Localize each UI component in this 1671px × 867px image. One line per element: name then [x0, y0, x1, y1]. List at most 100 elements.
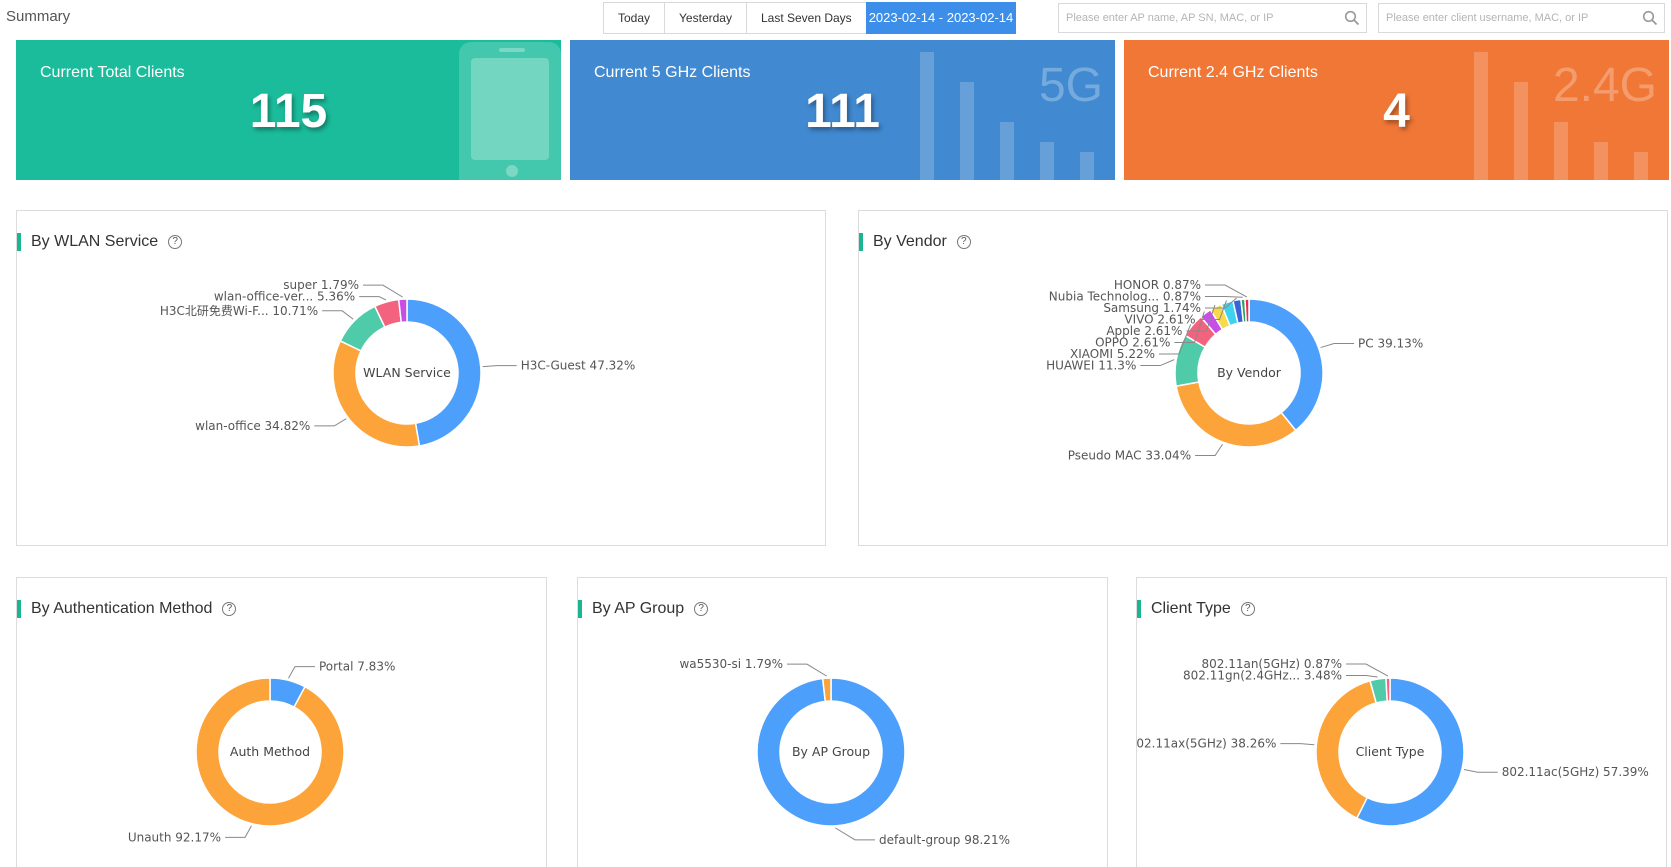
- search-icon[interactable]: [1344, 10, 1360, 26]
- last-seven-days-button[interactable]: Last Seven Days: [745, 2, 867, 34]
- card-value: 4: [1383, 85, 1410, 138]
- slice-label: Nubia Technolog... 0.87%: [1049, 290, 1201, 304]
- slice-label: Samsung 1.74%: [1103, 301, 1201, 315]
- panel-header: Client Type ?: [1137, 600, 1255, 618]
- slice-label: wa5530-si 1.79%: [679, 657, 783, 671]
- label-leader-line: [225, 825, 252, 838]
- accent-bar: [17, 233, 21, 251]
- slice-label: H3C-Guest 47.32%: [521, 359, 636, 373]
- date-filter-group: Today Yesterday Last Seven Days 2023-02-…: [603, 2, 1017, 34]
- slice-label: 802.11ac(5GHz) 57.39%: [1502, 765, 1649, 779]
- label-leader-line: [1205, 297, 1237, 309]
- donut-center-label: By AP Group: [792, 744, 870, 759]
- label-leader-line: [1199, 300, 1227, 321]
- slice-label: default-group 98.21%: [879, 833, 1010, 847]
- help-icon[interactable]: ?: [1240, 602, 1255, 616]
- label-leader-line: [1159, 324, 1192, 355]
- slice-label: Portal 7.83%: [319, 660, 395, 674]
- accent-bar: [859, 233, 863, 251]
- client-search-box: [1378, 3, 1665, 33]
- label-leader-line: [1320, 343, 1355, 349]
- donut-slice[interactable]: [1244, 298, 1250, 323]
- ap-search-input[interactable]: [1059, 4, 1366, 32]
- donut-center-label: Auth Method: [230, 744, 310, 759]
- card-value: 111: [805, 85, 880, 138]
- yesterday-button[interactable]: Yesterday: [664, 2, 747, 34]
- label-leader-line: [1346, 663, 1389, 677]
- label-leader-line: [1463, 768, 1498, 773]
- label-leader-line: [1174, 311, 1205, 344]
- label-leader-line: [1195, 443, 1223, 457]
- band-watermark: 2.4G: [1552, 59, 1657, 112]
- signal-bars-icon: [920, 52, 1094, 180]
- card-value: 115: [249, 85, 328, 138]
- auth-method-donut-chart: Portal 7.83% Unauth 92.17% Auth Method: [128, 660, 396, 845]
- label-leader-line: [835, 827, 875, 841]
- panel-header: By Vendor ?: [859, 233, 971, 251]
- ap-search-box: [1058, 3, 1367, 33]
- date-range-picker[interactable]: 2023-02-14 - 2023-02-14: [865, 2, 1017, 34]
- donut-slice[interactable]: [1385, 677, 1391, 702]
- slice-label: Unauth 92.17%: [128, 830, 221, 844]
- card-label: Current Total Clients: [40, 64, 185, 81]
- slice-label: 802.11gn(2.4GHz... 3.48%: [1183, 669, 1342, 683]
- label-leader-line: [322, 310, 354, 320]
- slice-label: HONOR 0.87%: [1114, 278, 1201, 292]
- label-leader-line: [787, 663, 827, 677]
- donut-slice[interactable]: [1355, 677, 1465, 827]
- ap-group-panel: By AP Group ? default-group 98.21% wa5530…: [577, 577, 1108, 867]
- label-leader-line: [363, 284, 403, 298]
- total-clients-card: Current Total Clients 115: [16, 40, 561, 180]
- accent-bar: [578, 600, 582, 618]
- label-leader-line: [482, 365, 517, 368]
- wlan-service-donut-chart: H3C-Guest 47.32% super 1.79%wlan-office-v…: [160, 278, 636, 448]
- label-leader-line: [288, 666, 315, 679]
- auth-method-panel: By Authentication Method ? Portal 7.83% U…: [16, 577, 547, 867]
- slice-label: PC 39.13%: [1358, 337, 1423, 351]
- slice-label: 802.11ax(5GHz) 38.26%: [1137, 737, 1276, 751]
- slice-label: XIAOMI 5.22%: [1070, 347, 1155, 361]
- panel-title: By Vendor: [873, 233, 947, 250]
- donut-slice[interactable]: [332, 339, 421, 448]
- label-leader-line: [1205, 296, 1243, 298]
- client-search-input[interactable]: [1379, 4, 1664, 32]
- donut-center-label: By Vendor: [1217, 365, 1282, 380]
- slice-label: H3C北研免费Wi-F... 10.71%: [160, 303, 318, 318]
- panel-title: By WLAN Service: [31, 233, 159, 250]
- label-leader-line: [1186, 304, 1216, 332]
- today-button[interactable]: Today: [603, 2, 666, 34]
- panel-title: Client Type: [1151, 600, 1231, 617]
- donut-slice[interactable]: [756, 677, 906, 827]
- slice-label: wlan-office-ver... 5.36%: [214, 290, 355, 304]
- help-icon[interactable]: ?: [168, 235, 183, 249]
- donut-slice[interactable]: [821, 677, 832, 703]
- card-label: Current 5 GHz Clients: [594, 64, 751, 81]
- donut-slice[interactable]: [1175, 381, 1297, 448]
- label-leader-line: [1280, 743, 1315, 746]
- slice-label: super 1.79%: [283, 278, 359, 292]
- donut-center-label: WLAN Service: [363, 365, 451, 380]
- help-icon[interactable]: ?: [222, 602, 237, 616]
- band-watermark: 5G: [1038, 59, 1103, 112]
- donut-center-label: Client Type: [1356, 744, 1425, 759]
- slice-label: OPPO 2.61%: [1095, 336, 1170, 350]
- slice-label: Pseudo MAC 33.04%: [1068, 449, 1191, 463]
- slice-label: HUAWEI 11.3%: [1046, 359, 1136, 373]
- page-title: Summary: [6, 8, 71, 25]
- help-icon[interactable]: ?: [956, 235, 971, 249]
- slice-label: 802.11an(5GHz) 0.87%: [1201, 657, 1342, 671]
- slice-label: VIVO 2.61%: [1124, 313, 1195, 327]
- wlan-service-panel: By WLAN Service ? H3C-Guest 47.32% super …: [16, 210, 826, 546]
- donut-slice[interactable]: [195, 677, 345, 827]
- help-icon[interactable]: ?: [694, 602, 709, 616]
- panel-header: By AP Group ?: [578, 600, 709, 618]
- signal-bars-icon: [1474, 52, 1648, 180]
- donut-slice[interactable]: [397, 298, 408, 324]
- label-leader-line: [359, 296, 387, 301]
- panel-title: By AP Group: [592, 600, 685, 617]
- search-icon[interactable]: [1642, 10, 1658, 26]
- client-type-panel: Client Type ? 802.11ac(5GHz) 57.39% 802.1…: [1136, 577, 1667, 867]
- donut-slice[interactable]: [406, 298, 482, 447]
- slice-label: Apple 2.61%: [1106, 324, 1182, 338]
- vendor-panel: By Vendor ? PC 39.13% HONOR 0.87% Nubia Te…: [858, 210, 1668, 546]
